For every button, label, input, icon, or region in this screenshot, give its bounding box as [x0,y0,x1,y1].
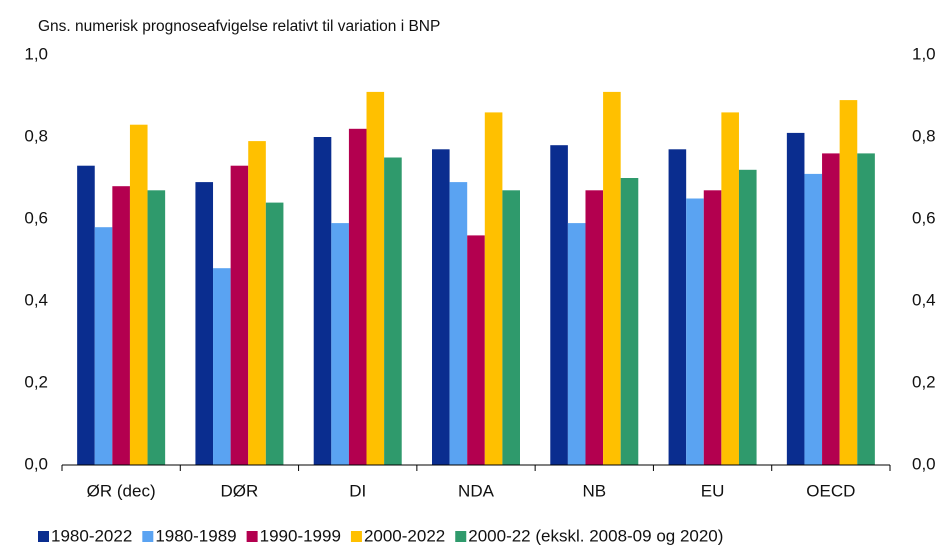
legend-swatch [350,531,362,542]
x-tick-label: DØR [221,481,259,500]
bar [366,91,385,466]
y-tick-label: 0,2 [24,372,48,391]
bar [449,182,468,465]
bar [603,91,621,466]
legend-label: 1980-1989 [155,526,236,545]
bar [822,153,840,465]
legend-label: 2000-22 (ekskl. 2008-09 og 2020) [468,526,723,545]
bar [432,149,450,466]
y-tick-label: 1,0 [24,44,48,63]
bar [804,173,823,465]
legend-label: 2000-2022 [364,526,445,545]
legend-swatch [142,531,154,542]
bar [94,227,113,465]
y-tick-label: 0,8 [24,126,48,145]
x-tick-label: ØR (dec) [87,481,156,500]
x-tick-label: DI [349,481,366,500]
bar [467,235,485,465]
legend-swatch [455,531,467,542]
bar [77,165,95,465]
bar [620,178,639,465]
x-tick-label: OECD [806,481,855,500]
bar [147,190,166,466]
bar [265,202,284,465]
bar [248,141,266,465]
legend-label: 1980-2022 [51,526,132,545]
bar [686,198,704,465]
bar [668,149,687,466]
y2-tick-label: 0,0 [912,454,936,473]
bar [484,112,503,466]
bar [502,190,520,466]
y2-tick-label: 1,0 [912,44,936,63]
legend-swatch [246,531,258,542]
bar [112,186,130,465]
y2-tick-label: 0,6 [912,208,936,227]
y2-tick-label: 0,4 [912,290,936,309]
bar [348,128,367,466]
y2-tick-label: 0,2 [912,372,936,391]
x-tick-label: NDA [458,481,495,500]
bar [230,165,249,465]
legend-label: 1990-1999 [260,526,341,545]
bar [550,145,568,465]
y-tick-label: 0,6 [24,208,48,227]
bar [786,132,805,465]
bar [195,182,214,465]
y-tick-label: 0,4 [24,290,48,309]
bar [839,100,858,465]
bar [567,223,586,465]
bar [331,223,349,465]
bar [313,137,332,465]
legend-swatch [38,531,49,542]
bar [721,112,739,466]
bar [857,153,875,465]
x-tick-label: NB [582,481,606,500]
chart-title: Gns. numerisk prognoseafvigelse relativt… [38,18,440,35]
bar [703,190,722,466]
bar [384,157,402,465]
bar [585,190,604,466]
x-tick-label: EU [701,481,725,500]
bar [738,169,757,466]
y2-tick-label: 0,8 [912,126,936,145]
bar [213,268,231,465]
bar [129,124,148,465]
y-tick-label: 0,0 [24,454,48,473]
